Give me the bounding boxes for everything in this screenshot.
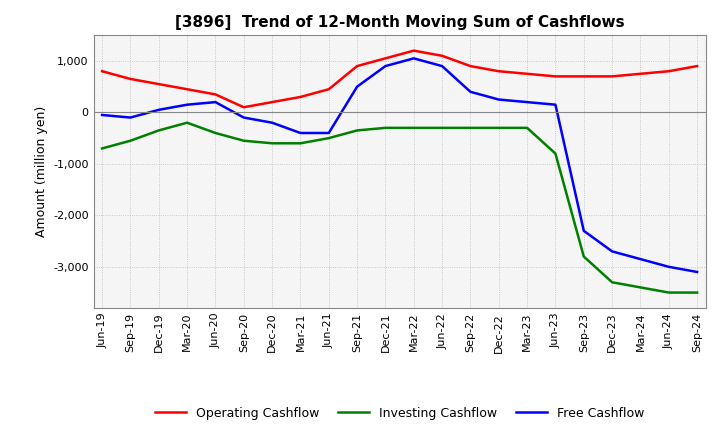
Investing Cashflow xyxy=(240,138,248,143)
Free Cashflow xyxy=(296,130,305,136)
Legend: Operating Cashflow, Investing Cashflow, Free Cashflow: Operating Cashflow, Investing Cashflow, … xyxy=(150,402,649,425)
Free Cashflow xyxy=(636,257,644,262)
Operating Cashflow xyxy=(268,99,276,105)
Investing Cashflow xyxy=(438,125,446,131)
Free Cashflow xyxy=(551,102,559,107)
Investing Cashflow xyxy=(410,125,418,131)
Free Cashflow xyxy=(268,120,276,125)
Operating Cashflow xyxy=(183,87,192,92)
Free Cashflow xyxy=(155,107,163,113)
Line: Operating Cashflow: Operating Cashflow xyxy=(102,51,697,107)
Operating Cashflow xyxy=(155,81,163,87)
Title: [3896]  Trend of 12-Month Moving Sum of Cashflows: [3896] Trend of 12-Month Moving Sum of C… xyxy=(175,15,624,30)
Operating Cashflow xyxy=(98,69,107,74)
Free Cashflow xyxy=(495,97,503,102)
Investing Cashflow xyxy=(268,141,276,146)
Operating Cashflow xyxy=(608,74,616,79)
Free Cashflow xyxy=(353,84,361,89)
Operating Cashflow xyxy=(296,94,305,99)
Investing Cashflow xyxy=(665,290,673,295)
Free Cashflow xyxy=(183,102,192,107)
Operating Cashflow xyxy=(126,76,135,81)
Operating Cashflow xyxy=(466,63,474,69)
Investing Cashflow xyxy=(636,285,644,290)
Y-axis label: Amount (million yen): Amount (million yen) xyxy=(35,106,48,237)
Line: Free Cashflow: Free Cashflow xyxy=(102,59,697,272)
Free Cashflow xyxy=(381,63,390,69)
Investing Cashflow xyxy=(551,151,559,156)
Investing Cashflow xyxy=(381,125,390,131)
Operating Cashflow xyxy=(523,71,531,77)
Free Cashflow xyxy=(580,228,588,234)
Free Cashflow xyxy=(325,130,333,136)
Investing Cashflow xyxy=(183,120,192,125)
Investing Cashflow xyxy=(98,146,107,151)
Investing Cashflow xyxy=(155,128,163,133)
Operating Cashflow xyxy=(693,63,701,69)
Investing Cashflow xyxy=(211,130,220,136)
Free Cashflow xyxy=(98,112,107,117)
Free Cashflow xyxy=(438,63,446,69)
Line: Investing Cashflow: Investing Cashflow xyxy=(102,123,697,293)
Operating Cashflow xyxy=(580,74,588,79)
Operating Cashflow xyxy=(665,69,673,74)
Free Cashflow xyxy=(665,264,673,269)
Operating Cashflow xyxy=(636,71,644,77)
Investing Cashflow xyxy=(325,136,333,141)
Investing Cashflow xyxy=(608,280,616,285)
Free Cashflow xyxy=(211,99,220,105)
Operating Cashflow xyxy=(551,74,559,79)
Free Cashflow xyxy=(126,115,135,120)
Investing Cashflow xyxy=(580,254,588,259)
Operating Cashflow xyxy=(211,92,220,97)
Investing Cashflow xyxy=(523,125,531,131)
Operating Cashflow xyxy=(325,87,333,92)
Free Cashflow xyxy=(608,249,616,254)
Investing Cashflow xyxy=(466,125,474,131)
Free Cashflow xyxy=(466,89,474,95)
Free Cashflow xyxy=(240,115,248,120)
Investing Cashflow xyxy=(126,138,135,143)
Operating Cashflow xyxy=(240,105,248,110)
Investing Cashflow xyxy=(353,128,361,133)
Investing Cashflow xyxy=(296,141,305,146)
Investing Cashflow xyxy=(495,125,503,131)
Operating Cashflow xyxy=(438,53,446,59)
Operating Cashflow xyxy=(381,56,390,61)
Free Cashflow xyxy=(693,269,701,275)
Operating Cashflow xyxy=(410,48,418,53)
Free Cashflow xyxy=(523,99,531,105)
Operating Cashflow xyxy=(353,63,361,69)
Investing Cashflow xyxy=(693,290,701,295)
Free Cashflow xyxy=(410,56,418,61)
Operating Cashflow xyxy=(495,69,503,74)
